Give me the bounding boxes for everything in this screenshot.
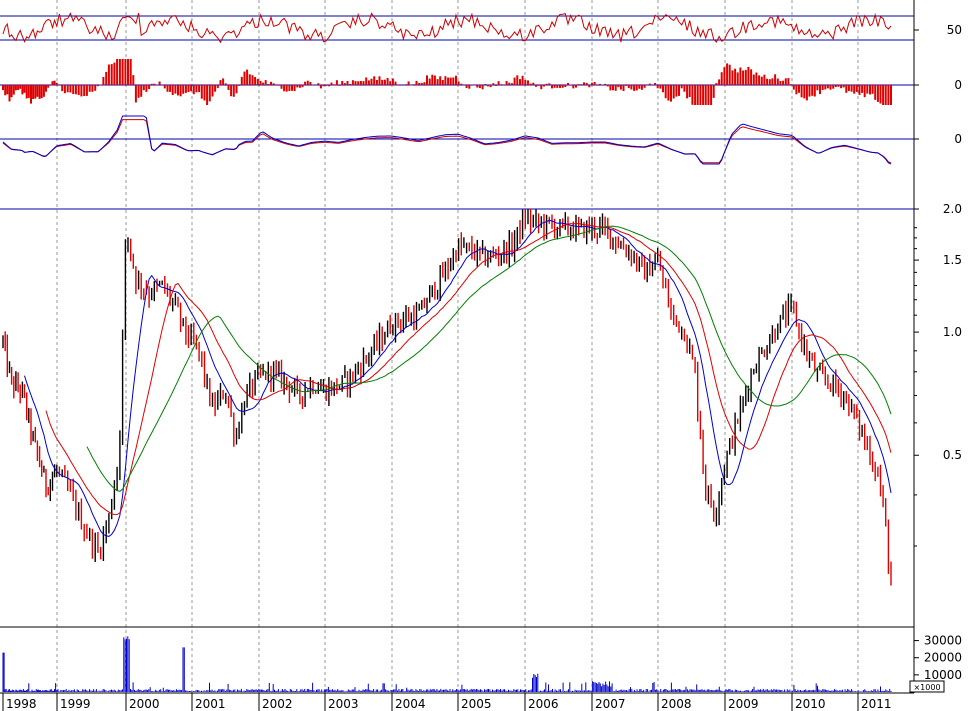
moving-average-mid (45, 222, 892, 516)
year-label: 2002 (262, 697, 293, 711)
rsi-line (2, 12, 892, 44)
volume-tick-label: 10000 (924, 668, 962, 682)
year-label: 2008 (661, 697, 692, 711)
year-label: 2000 (129, 697, 160, 711)
grid-layer (0, 0, 915, 694)
year-label: 2001 (195, 697, 226, 711)
year-label: 2003 (328, 697, 359, 711)
price-tick-label: 2.0 (943, 202, 962, 216)
year-label: 2004 (395, 697, 426, 711)
year-axis: 1998 1999 2000 2001 2002 2003 2004 2005 2006 2007… (2, 693, 892, 711)
volume-tick-label: 30000 (924, 634, 962, 648)
volume-tick-label: 20000 (924, 651, 962, 665)
year-label: 1999 (60, 697, 91, 711)
macd-tick-label: 0 (954, 78, 962, 92)
moving-average-short (24, 219, 892, 537)
year-label: 1998 (6, 697, 37, 711)
year-label: 2010 (795, 697, 826, 711)
volume-unit-box (909, 680, 945, 693)
axis-layer: 50 0 0 2.0 1.5 1.0 0.5 30000 20000 10000×1000 (909, 23, 962, 693)
rsi-tick-label: 50 (947, 23, 962, 37)
moving-average-long (86, 225, 892, 492)
oscillator-panel (0, 115, 914, 165)
volume-unit-label: ×1000 (913, 683, 940, 692)
year-label: 2011 (861, 697, 892, 711)
oscillator-signal-line (2, 119, 892, 164)
year-label: 2006 (528, 697, 559, 711)
price-panel (0, 208, 914, 586)
oscillator-line (2, 115, 892, 165)
price-tick-label: 0.5 (943, 448, 962, 462)
macd-panel (0, 59, 914, 105)
oscillator-tick-label: 0 (954, 132, 962, 146)
year-label: 2005 (461, 697, 492, 711)
price-tick-label: 1.0 (943, 325, 962, 339)
volume-panel (2, 636, 892, 692)
price-tick-label: 1.5 (943, 253, 962, 267)
year-label: 2009 (728, 697, 759, 711)
year-label: 2007 (595, 697, 626, 711)
rsi-panel (0, 12, 914, 44)
